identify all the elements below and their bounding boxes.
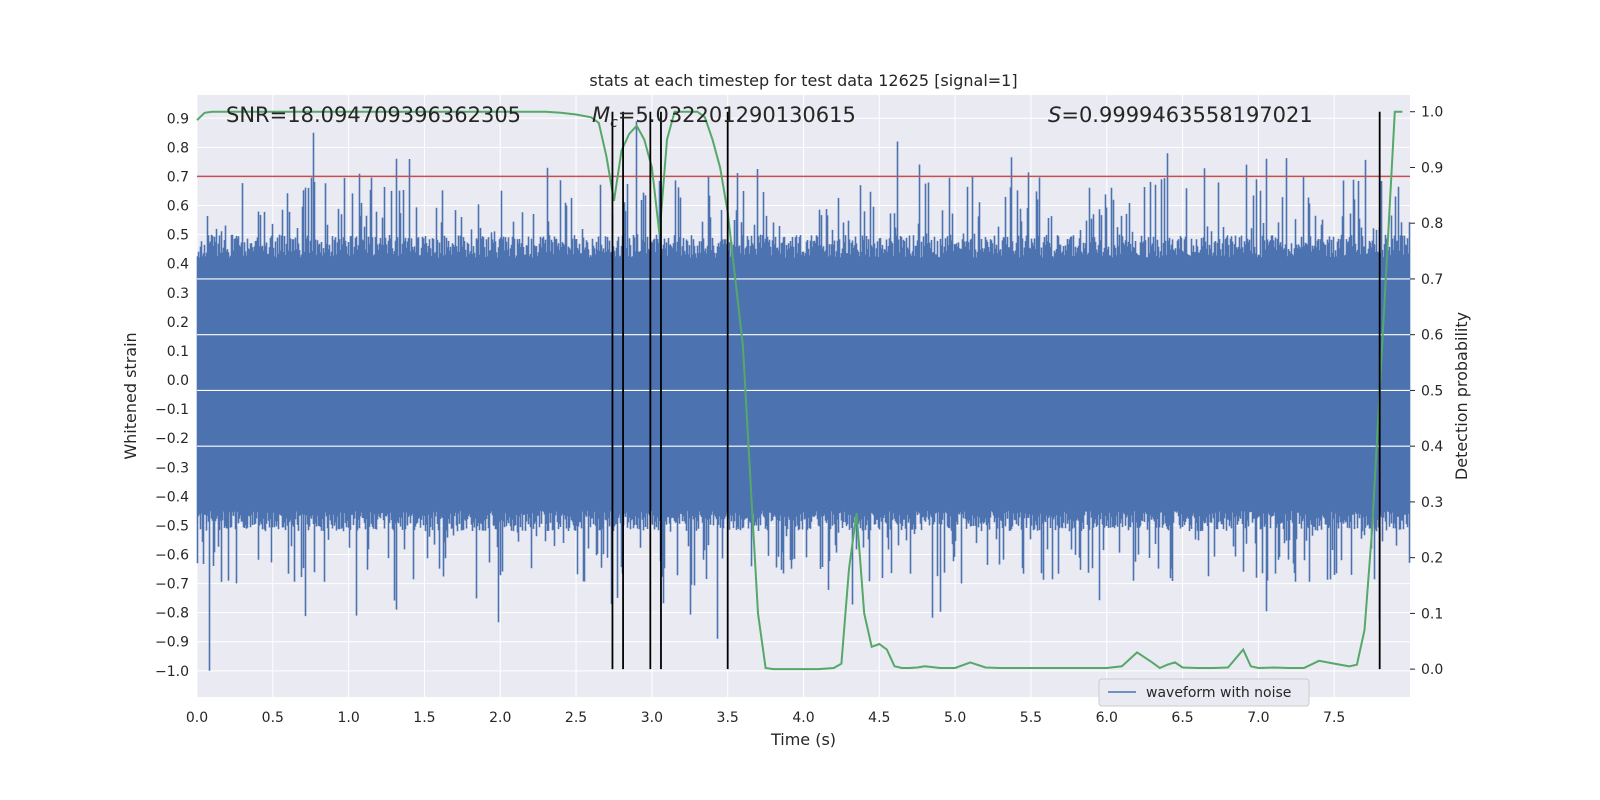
detection-stat-value: =0.9999463558197021 <box>1061 103 1312 127</box>
y-left-tick-label-8: 0.1 <box>167 344 189 360</box>
y-left-tick-label-17: −0.8 <box>155 606 189 622</box>
x-tick-label-10: 5.0 <box>944 710 966 726</box>
x-tick-label-2: 1.0 <box>337 710 359 726</box>
y-left-tick-label-0: 0.9 <box>167 111 189 127</box>
y-left-tick-label-12: −0.3 <box>155 460 189 476</box>
detection-probability-line <box>196 110 1403 671</box>
y-left-tick-label-11: −0.2 <box>155 431 189 447</box>
chirp-mass-value: =5.032201290130615 <box>618 103 856 127</box>
x-tick-label-15: 7.5 <box>1323 710 1345 726</box>
detection-probability-series <box>196 110 1403 671</box>
y-left-tick-label-4: 0.5 <box>167 228 189 244</box>
y-left-tick-label-10: −0.1 <box>155 402 189 418</box>
x-tick-label-1: 0.5 <box>262 710 284 726</box>
y-right-tick-label-7: 0.3 <box>1421 495 1443 511</box>
x-tick-label-5: 2.5 <box>565 710 587 726</box>
y-left-tick-label-14: −0.5 <box>155 518 189 534</box>
x-tick-label-9: 4.5 <box>868 710 890 726</box>
y-left-tick-label-6: 0.3 <box>167 286 189 302</box>
y-left-tick-label-2: 0.7 <box>167 169 189 185</box>
detection-stat-annotation: S=0.9999463558197021 <box>1048 103 1313 127</box>
y-right-tick-label-2: 0.8 <box>1421 216 1443 232</box>
right-axis-ticks: 1.0 0.9 0.8 0.7 0.6 0.5 0.4 0.3 0.2 0.1 0.0 <box>1410 105 1443 678</box>
y-right-tick-label-8: 0.2 <box>1421 551 1443 567</box>
snr-annotation: SNR=18.094709396362305 <box>226 103 521 127</box>
legend-box <box>1098 678 1310 707</box>
waveform-with-noise-series <box>196 121 1411 671</box>
vertical-markers <box>611 111 1381 670</box>
y-right-tick-label-9: 0.1 <box>1421 606 1443 622</box>
y-left-tick-label-7: 0.2 <box>167 315 189 331</box>
waveform-with-noise-line <box>196 121 1411 671</box>
chart-title: stats at each timestep for test data 126… <box>589 71 1017 90</box>
chirp-mass-annotation: Mc=5.032201290130615 <box>592 103 856 131</box>
x-tick-label-6: 3.0 <box>641 710 663 726</box>
chirp-mass-subscript: c <box>610 115 618 131</box>
x-tick-label-12: 6.0 <box>1096 710 1118 726</box>
x-tick-label-14: 7.0 <box>1247 710 1269 726</box>
y-left-tick-label-9: 0.0 <box>167 373 189 389</box>
y-right-tick-label-0: 1.0 <box>1421 105 1443 121</box>
y-left-tick-label-18: −0.9 <box>155 635 189 651</box>
x-tick-label-11: 5.5 <box>1020 710 1042 726</box>
y-right-tick-label-4: 0.6 <box>1421 328 1443 344</box>
y-left-tick-label-16: −0.7 <box>155 577 189 593</box>
y-right-tick-label-5: 0.5 <box>1421 383 1443 399</box>
chirp-mass-symbol: M <box>592 103 610 127</box>
y-right-tick-label-3: 0.7 <box>1421 272 1443 288</box>
y-right-tick-label-1: 0.9 <box>1421 160 1443 176</box>
x-tick-label-3: 1.5 <box>413 710 435 726</box>
y-right-tick-label-10: 0.0 <box>1421 662 1443 678</box>
x-tick-label-7: 3.5 <box>717 710 739 726</box>
y-left-tick-label-15: −0.6 <box>155 547 189 563</box>
legend-label-waveform: waveform with noise <box>1146 685 1291 701</box>
legend: waveform with noise <box>1098 678 1310 707</box>
x-axis-label: Time (s) <box>770 730 836 749</box>
y-left-tick-label-1: 0.8 <box>167 140 189 156</box>
y-left-tick-label-3: 0.6 <box>167 199 189 215</box>
left-axis-ticks: 0.9 0.8 0.7 0.6 0.5 0.4 0.3 0.2 0.1 0.0 −0.1 −0.2 −0… <box>155 111 189 680</box>
x-tick-label-4: 2.0 <box>489 710 511 726</box>
x-axis-ticks: 0.0 0.5 1.0 1.5 2.0 2.5 3.0 3.5 4.0 4.5 5.0 5.5 6.0 6… <box>186 710 1345 726</box>
y-axis-label-right: Detection probability <box>1452 312 1471 480</box>
y-right-tick-label-6: 0.4 <box>1421 439 1443 455</box>
y-axis-label-left: Whitened strain <box>121 332 140 459</box>
x-tick-label-8: 4.0 <box>792 710 814 726</box>
y-left-tick-label-19: −1.0 <box>155 664 189 680</box>
x-tick-label-0: 0.0 <box>186 710 208 726</box>
detection-stat-symbol: S <box>1048 103 1061 127</box>
y-left-tick-label-5: 0.4 <box>167 257 189 273</box>
y-left-tick-label-13: −0.4 <box>155 489 189 505</box>
x-tick-label-13: 6.5 <box>1171 710 1193 726</box>
